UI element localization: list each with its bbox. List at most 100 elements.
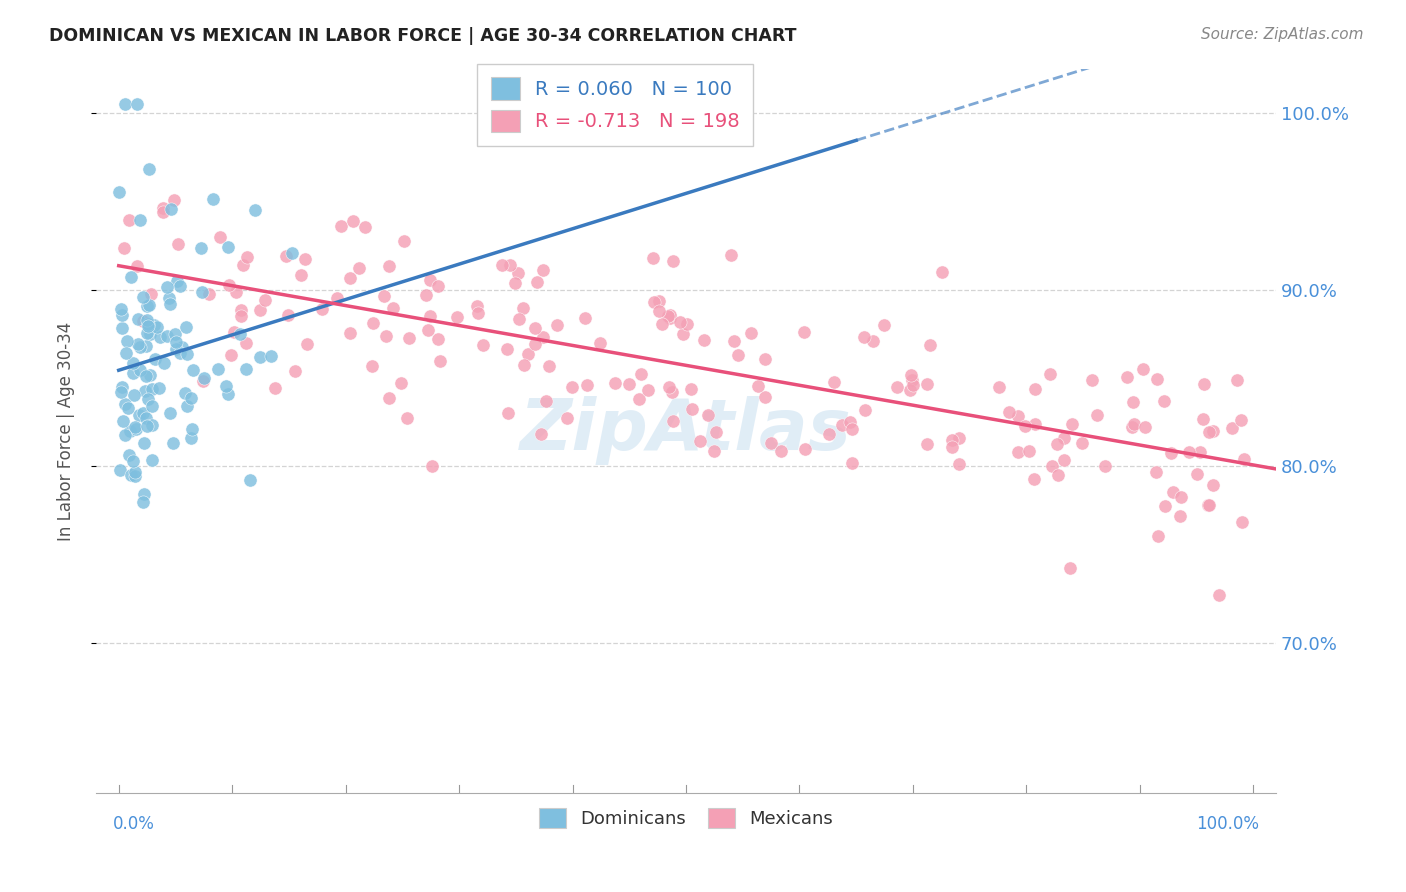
Point xyxy=(496,406,519,420)
Point xyxy=(697,408,720,422)
Point xyxy=(1040,459,1063,474)
Point xyxy=(1053,431,1076,445)
Point xyxy=(1230,413,1253,427)
Point xyxy=(180,422,202,436)
Point xyxy=(174,385,197,400)
Point xyxy=(1168,509,1191,524)
Point xyxy=(218,277,240,292)
Point xyxy=(229,327,252,342)
Point xyxy=(114,96,136,111)
Point xyxy=(125,96,148,111)
Point xyxy=(1059,560,1081,574)
Point xyxy=(127,337,149,351)
Point xyxy=(263,381,285,395)
Point xyxy=(886,380,908,394)
Point xyxy=(294,252,316,266)
Point xyxy=(1161,484,1184,499)
Point xyxy=(120,269,142,284)
Point xyxy=(111,379,134,393)
Point xyxy=(499,258,522,272)
Point xyxy=(853,403,876,417)
Point xyxy=(235,335,257,350)
Point xyxy=(342,214,364,228)
Point xyxy=(115,334,138,348)
Point xyxy=(208,230,231,244)
Point xyxy=(373,288,395,302)
Point xyxy=(260,350,283,364)
Point xyxy=(641,251,664,265)
Point xyxy=(135,299,157,313)
Point xyxy=(1192,377,1215,392)
Point xyxy=(274,249,297,263)
Point xyxy=(136,392,159,407)
Point xyxy=(254,293,277,308)
Point xyxy=(128,340,150,354)
Point xyxy=(395,411,418,425)
Point xyxy=(862,334,884,349)
Point xyxy=(122,388,145,402)
Point xyxy=(426,279,449,293)
Point xyxy=(754,352,776,367)
Point xyxy=(1226,373,1249,387)
Point xyxy=(114,397,136,411)
Point xyxy=(128,363,150,377)
Point xyxy=(747,379,769,393)
Point xyxy=(176,399,198,413)
Point xyxy=(727,348,749,362)
Point xyxy=(546,318,568,332)
Point xyxy=(153,356,176,370)
Point xyxy=(1007,409,1029,424)
Point xyxy=(163,193,186,207)
Point xyxy=(141,399,163,413)
Point xyxy=(135,339,157,353)
Point xyxy=(159,297,181,311)
Point xyxy=(1132,362,1154,376)
Point xyxy=(1202,478,1225,492)
Point xyxy=(114,428,136,442)
Point xyxy=(662,254,685,268)
Point xyxy=(236,250,259,264)
Point xyxy=(1147,529,1170,543)
Point xyxy=(181,362,204,376)
Point xyxy=(132,487,155,501)
Text: 100.0%: 100.0% xyxy=(1197,814,1258,832)
Point xyxy=(1146,371,1168,385)
Point xyxy=(676,318,699,332)
Point xyxy=(419,273,441,287)
Point xyxy=(146,319,169,334)
Point xyxy=(141,383,163,397)
Point xyxy=(125,422,148,436)
Point xyxy=(817,427,839,442)
Point xyxy=(1178,444,1201,458)
Point xyxy=(426,332,449,346)
Point xyxy=(1170,490,1192,504)
Point xyxy=(191,374,214,388)
Point xyxy=(703,443,725,458)
Point xyxy=(156,279,179,293)
Point xyxy=(1060,417,1083,431)
Point xyxy=(793,325,815,339)
Point xyxy=(377,260,399,274)
Point xyxy=(1198,498,1220,512)
Point xyxy=(277,308,299,322)
Point xyxy=(754,390,776,404)
Point xyxy=(339,271,361,285)
Point xyxy=(1121,419,1143,434)
Point xyxy=(872,318,894,333)
Point xyxy=(1014,418,1036,433)
Text: DOMINICAN VS MEXICAN IN LABOR FORCE | AGE 30-34 CORRELATION CHART: DOMINICAN VS MEXICAN IN LABOR FORCE | AG… xyxy=(49,27,797,45)
Point xyxy=(107,185,129,199)
Point xyxy=(1220,421,1243,435)
Point xyxy=(689,434,711,448)
Point xyxy=(903,378,925,392)
Point xyxy=(193,370,215,384)
Point xyxy=(506,266,529,280)
Point xyxy=(231,302,253,317)
Point xyxy=(524,321,547,335)
Point xyxy=(637,384,659,398)
Point xyxy=(132,314,155,328)
Point xyxy=(1188,444,1211,458)
Point xyxy=(156,328,179,343)
Point xyxy=(222,325,245,339)
Point xyxy=(290,268,312,282)
